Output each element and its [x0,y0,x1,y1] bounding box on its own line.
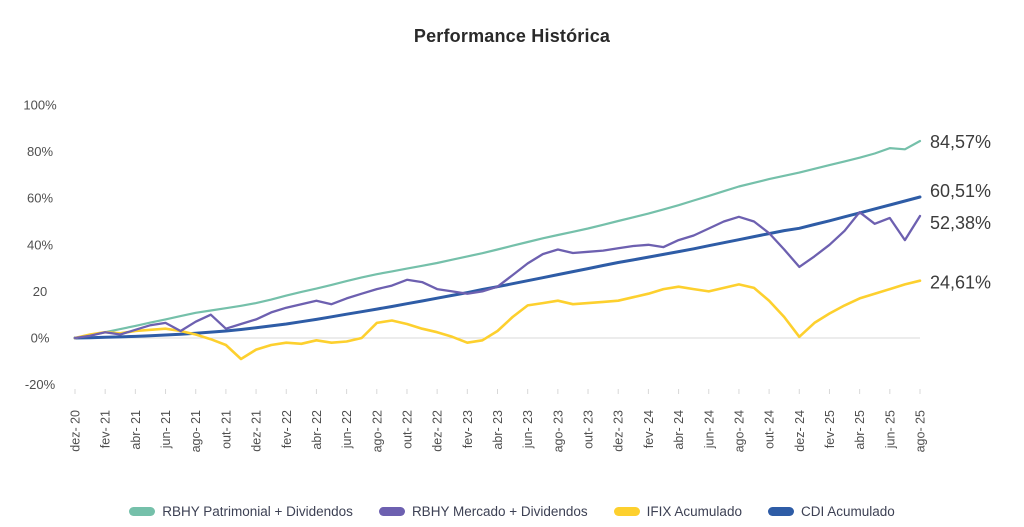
x-axis-tick-label: abr- 21 [129,410,143,450]
y-axis-tick-label: 80% [27,144,53,159]
x-axis-tick-label: dez- 24 [793,410,807,452]
x-axis-tick-label: abr- 24 [672,410,686,450]
x-axis-tick-label: dez- 23 [612,410,626,452]
x-axis-tick-label: fev- 23 [461,410,475,448]
x-axis-tick-label: abr- 23 [491,410,505,450]
x-axis-tick-label: jun- 24 [702,410,716,449]
x-axis-tick-label: dez- 20 [69,410,83,452]
end-value-label-rbhy-patrimonial-dividendos: 84,57% [930,132,991,152]
end-value-label-ifix-acumulado: 24,61% [930,273,991,293]
legend-label: CDI Acumulado [800,504,895,519]
legend-item-cdi-acumulado: CDI Acumulado [767,504,895,519]
x-axis-tick-label: dez- 22 [431,410,445,452]
x-axis-tick-label: ago- 21 [189,410,203,452]
chart-legend: RBHY Patrimonial + Dividendos RBHY Mercad… [0,504,1024,519]
x-axis-tick-label: jun- 22 [340,410,354,449]
legend-item-rbhy-mercado-dividendos: RBHY Mercado + Dividendos [378,504,588,519]
x-axis-tick-label: out- 21 [219,410,233,449]
y-axis-tick-label: 20 [33,284,47,299]
x-axis-tick-label: fev- 25 [823,410,837,448]
y-axis-tick-label: 0% [31,331,50,346]
x-axis-tick-label: out- 24 [763,410,777,449]
legend-label: RBHY Patrimonial + Dividendos [162,504,353,519]
legend-item-rbhy-patrimonial-dividendos: RBHY Patrimonial + Dividendos [129,504,353,519]
y-axis-tick-label: 40% [27,237,53,252]
legend-item-ifix-acumulado: IFIX Acumulado [613,504,742,519]
x-axis-tick-label: ago- 23 [551,410,565,452]
x-axis-tick-label: fev- 24 [642,410,656,448]
chart-title: Performance Histórica [413,26,611,46]
legend-label: RBHY Mercado + Dividendos [411,504,588,519]
legend-pill-icon [129,507,156,516]
end-value-label-cdi-acumulado: 60,51% [930,181,991,201]
x-axis-tick-label: jun- 25 [883,410,897,449]
x-axis-tick-label: ago- 22 [370,410,384,452]
legend-label: IFIX Acumulado [646,504,742,519]
y-axis-tick-label: -20% [25,377,56,392]
end-value-label-rbhy-mercado-dividendos: 52,38% [930,213,991,233]
legend-pill-icon [378,507,405,516]
x-axis-tick-label: fev- 22 [280,410,294,448]
series-line-rbhy-mercado-dividendos [73,211,922,340]
x-axis-tick-label: dez- 21 [250,410,264,452]
x-axis-tick-label: ago- 24 [732,410,746,452]
series-line-rbhy-patrimonial-dividendos [73,139,922,340]
legend-pill-icon [767,507,794,516]
y-axis-tick-label: 60% [27,191,53,206]
x-axis-tick-label: ago- 25 [914,410,928,452]
x-axis-tick-label: jun- 23 [521,410,535,449]
x-axis-tick-label: abr- 22 [310,410,324,450]
series-line-ifix-acumulado [73,279,922,361]
x-axis-tick-label: fev- 21 [99,410,113,448]
x-axis-tick-label: abr- 25 [853,410,867,450]
series-line-cdi-acumulado [73,195,922,340]
x-axis-tick-label: out- 22 [400,410,414,449]
x-axis-tick-label: jun- 21 [159,410,173,449]
y-axis-tick-label: 100% [23,98,57,113]
x-axis-tick-label: out- 23 [582,410,596,449]
legend-pill-icon [613,507,640,516]
